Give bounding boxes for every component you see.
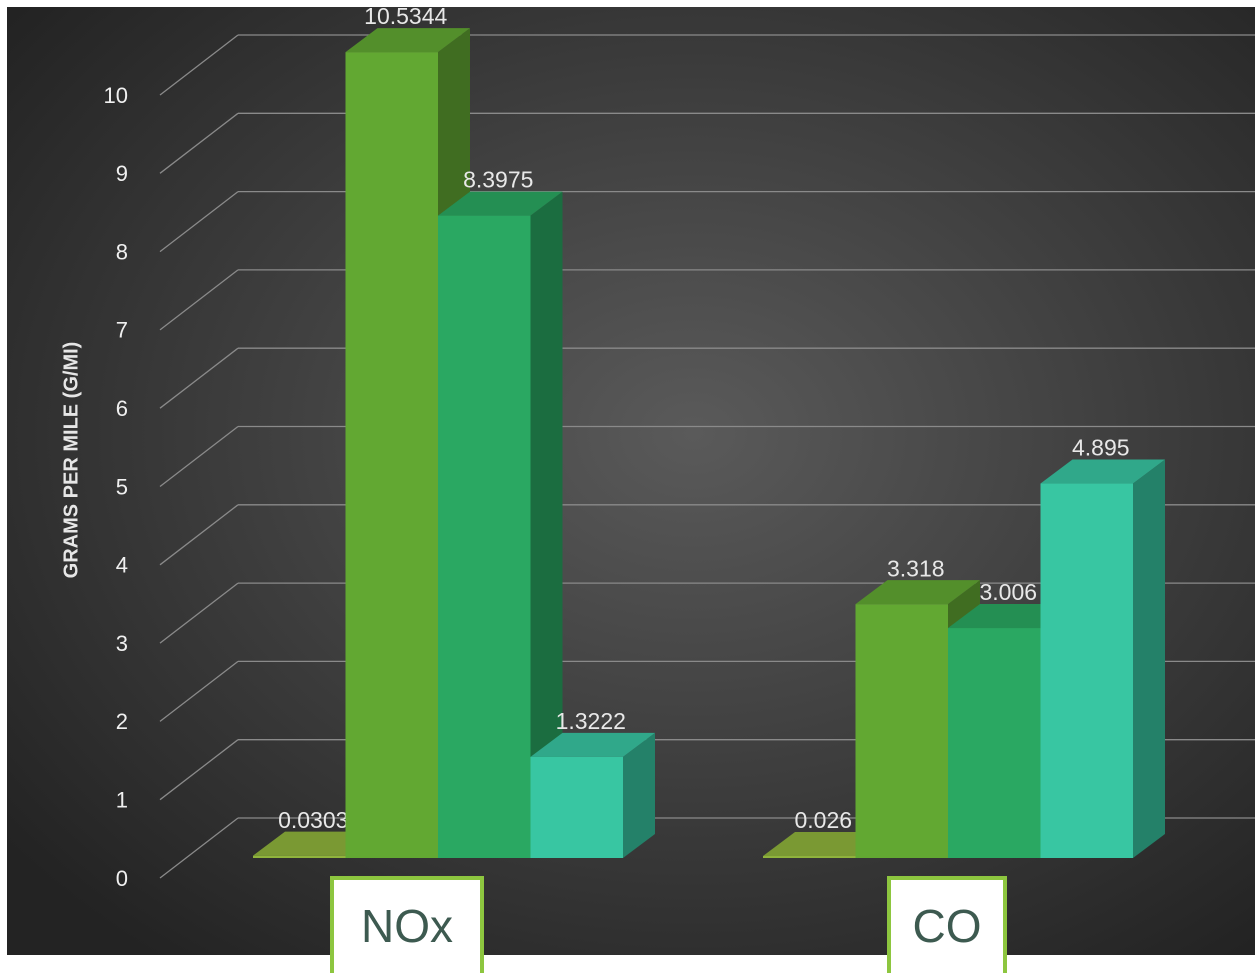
x-tick-label: CO bbox=[913, 900, 982, 952]
y-tick-label: 1 bbox=[116, 788, 128, 813]
category-box bbox=[887, 876, 1007, 973]
bar-front bbox=[530, 756, 623, 858]
value-label: 0.026 bbox=[794, 807, 852, 833]
bar-side bbox=[1133, 459, 1165, 858]
bar bbox=[530, 732, 655, 858]
grid-line bbox=[159, 582, 239, 644]
y-tick-label: 10 bbox=[104, 83, 128, 108]
grid-line bbox=[159, 817, 239, 879]
grid-line bbox=[159, 269, 239, 331]
bar-front bbox=[1040, 483, 1133, 858]
grid-line bbox=[159, 347, 239, 409]
bar-top bbox=[855, 580, 980, 605]
value-label: 10.5344 bbox=[364, 3, 447, 29]
bar-top bbox=[530, 732, 655, 757]
category-box bbox=[330, 876, 484, 973]
bar-front bbox=[345, 52, 438, 858]
y-tick-label: 7 bbox=[116, 318, 128, 343]
y-tick-label: 3 bbox=[116, 631, 128, 656]
y-tick-label: 5 bbox=[116, 474, 128, 499]
grid-line bbox=[159, 504, 239, 566]
bar-side bbox=[623, 732, 655, 858]
y-axis-title: GRAMS PER MILE (G/MI) bbox=[60, 342, 82, 579]
value-label: 1.3222 bbox=[556, 708, 626, 734]
y-tick-label: 0 bbox=[116, 866, 128, 891]
grid-line bbox=[159, 739, 239, 801]
grid-line bbox=[159, 660, 239, 722]
bar bbox=[438, 191, 563, 858]
bar-front bbox=[253, 855, 346, 858]
bar-front bbox=[438, 215, 531, 858]
grid-line bbox=[159, 425, 239, 488]
bar-top bbox=[345, 28, 470, 53]
y-tick-label: 8 bbox=[116, 239, 128, 264]
value-label: 3.318 bbox=[887, 555, 945, 581]
y-tick-label: 9 bbox=[116, 161, 128, 186]
y-tick-label: 2 bbox=[116, 709, 128, 734]
bar bbox=[1040, 459, 1165, 858]
value-label: 4.895 bbox=[1072, 435, 1130, 461]
bar-front bbox=[855, 604, 948, 858]
value-label: 0.0303 bbox=[278, 807, 348, 833]
bar-front bbox=[948, 628, 1041, 858]
value-label: 3.006 bbox=[979, 579, 1037, 605]
x-tick-label: NOx bbox=[361, 900, 453, 952]
grid-line bbox=[159, 112, 239, 174]
grid-line bbox=[159, 34, 239, 96]
value-label: 8.3975 bbox=[463, 167, 533, 193]
bar-front bbox=[763, 856, 856, 858]
bar-top bbox=[1040, 459, 1165, 484]
y-tick-label: 4 bbox=[116, 553, 128, 578]
grid-line bbox=[159, 191, 239, 253]
y-tick-label: 6 bbox=[116, 396, 128, 421]
bar-top bbox=[438, 191, 563, 216]
bar-side bbox=[530, 191, 563, 858]
